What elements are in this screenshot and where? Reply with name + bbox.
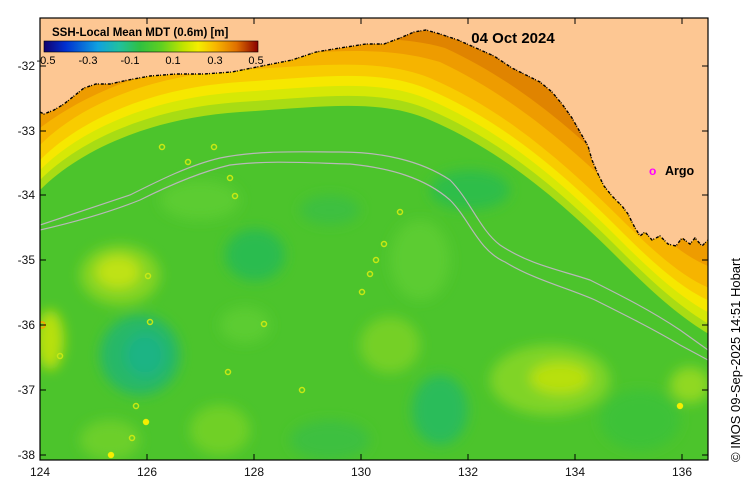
argo-legend: o Argo — [649, 164, 695, 178]
x-tick-labels: 124 126 128 130 132 134 136 — [30, 465, 692, 479]
coastline — [40, 29, 708, 248]
argo-float-marker[interactable] — [146, 318, 154, 326]
colorbar-title: SSH-Local Mean MDT (0.6m) [m] — [52, 27, 229, 39]
argo-float-marker[interactable] — [210, 143, 218, 151]
argo-float-marker[interactable] — [144, 272, 152, 280]
bathymetry-contour-2 — [40, 161, 708, 361]
y-axis — [40, 65, 708, 456]
map-plot-area — [40, 18, 708, 460]
x-tick-label: 134 — [565, 465, 585, 479]
argo-float-yellow[interactable] — [143, 419, 149, 425]
y-tick-label: -34 — [18, 188, 36, 202]
y-tick-label: -35 — [18, 253, 36, 267]
argo-float-marker[interactable] — [396, 208, 404, 216]
y-tick-labels: -32 -33 -34 -35 -36 -37 -38 — [18, 59, 36, 462]
colorbar-tick-label: 0.1 — [165, 55, 180, 67]
argo-float-marker[interactable] — [260, 320, 268, 328]
argo-float-marker[interactable] — [132, 402, 140, 410]
land-mass — [40, 18, 708, 246]
argo-float-yellow[interactable] — [677, 403, 683, 409]
argo-float-marker[interactable] — [366, 270, 374, 278]
argo-float-marker[interactable] — [372, 256, 380, 264]
map-frame — [39, 17, 709, 461]
colorbar: SSH-Local Mean MDT (0.6m) [m] -0.5 -0.3 … — [37, 27, 264, 67]
argo-float-marker[interactable] — [158, 143, 166, 151]
argo-float-marker[interactable] — [380, 240, 388, 248]
imos-credit: © IMOS 09-Sep-2025 14:51 Hobart — [728, 258, 743, 462]
y-tick-label: -33 — [18, 124, 36, 138]
map-date: 04 Oct 2024 — [471, 30, 555, 47]
argo-float-marker[interactable] — [128, 434, 136, 442]
x-tick-label: 126 — [137, 465, 157, 479]
argo-float-marker[interactable] — [358, 288, 366, 296]
argo-float-marker[interactable] — [184, 158, 192, 166]
x-tick-label: 130 — [351, 465, 371, 479]
colorbar-tick-label: -0.1 — [121, 55, 140, 67]
x-axis — [39, 18, 683, 460]
y-tick-label: -32 — [18, 59, 36, 73]
argo-float-marker[interactable] — [56, 352, 64, 360]
x-tick-label: 136 — [672, 465, 692, 479]
argo-float-marker[interactable] — [231, 192, 239, 200]
colorbar-tick-label: -0.3 — [79, 55, 98, 67]
argo-legend-marker: o — [649, 164, 656, 178]
bathymetry-contour-1 — [40, 151, 708, 351]
argo-float-marker[interactable] — [226, 174, 234, 182]
colorbar-tick-label: 0.3 — [207, 55, 222, 67]
argo-float-marker[interactable] — [224, 368, 232, 376]
argo-float-yellow[interactable] — [108, 452, 114, 458]
y-tick-label: -38 — [18, 448, 36, 462]
ssh-anomaly-blobs — [40, 170, 708, 460]
colorbar-gradient — [43, 40, 259, 53]
y-tick-label: -37 — [18, 383, 36, 397]
colorbar-tick-label: -0.5 — [37, 55, 56, 67]
argo-legend-label: Argo — [665, 164, 695, 178]
x-tick-label: 124 — [30, 465, 50, 479]
colorbar-tick-label: 0.5 — [248, 55, 263, 67]
argo-float-marker[interactable] — [298, 386, 306, 394]
y-tick-label: -36 — [18, 318, 36, 332]
x-tick-label: 132 — [458, 465, 478, 479]
x-tick-label: 128 — [244, 465, 264, 479]
